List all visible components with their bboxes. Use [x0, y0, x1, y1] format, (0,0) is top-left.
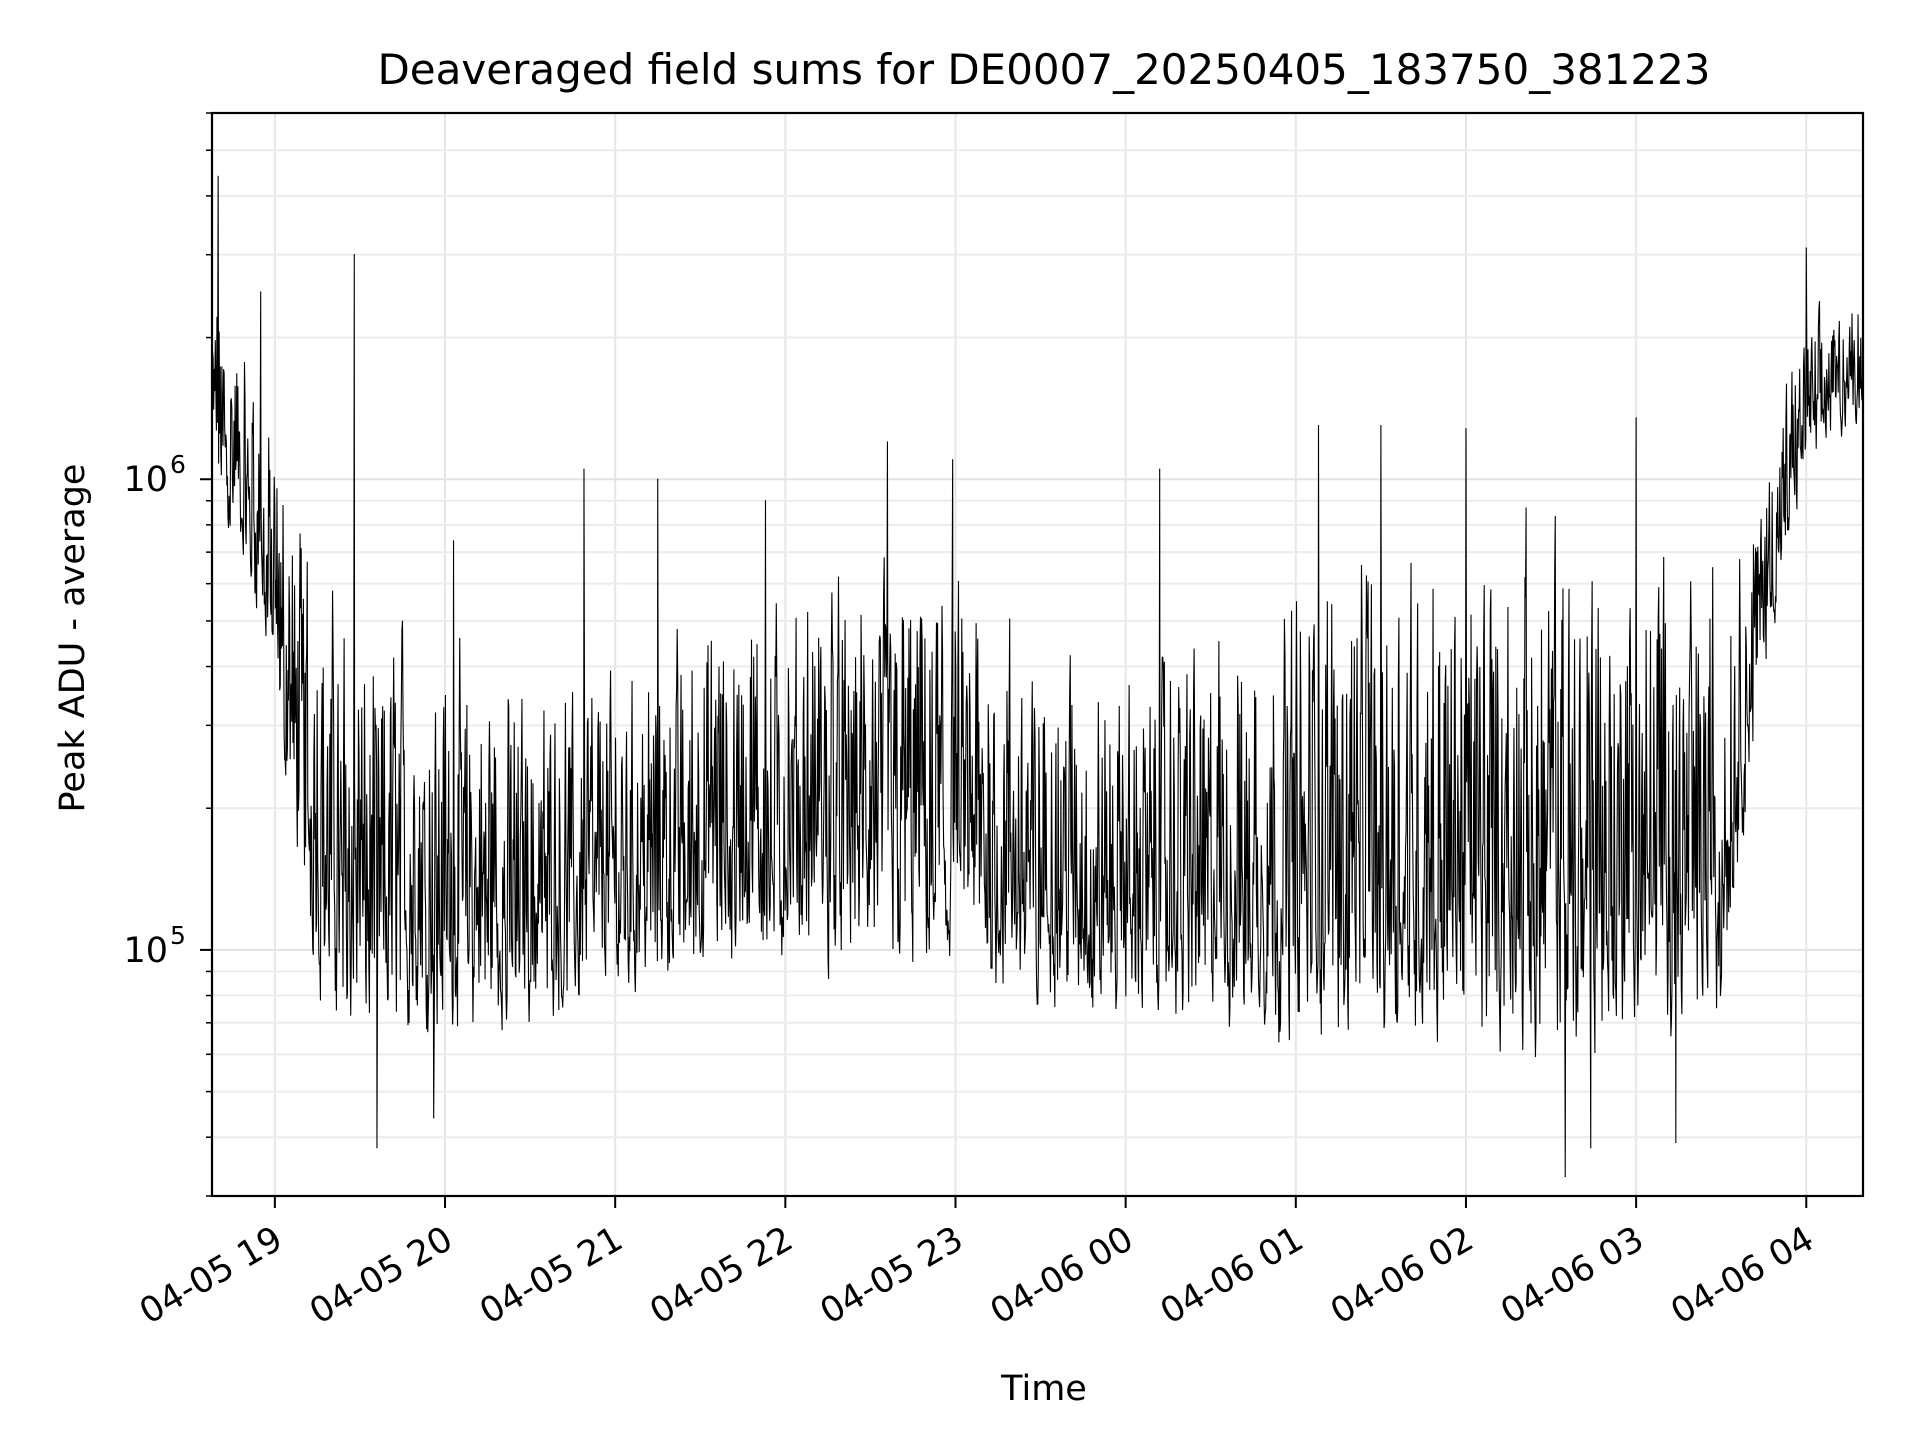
y-axis-label: Peak ADU - average	[53, 464, 93, 813]
y-tick-label: 10	[123, 931, 168, 971]
data-point	[1590, 1147, 1592, 1149]
x-tick-label: 04-05 19	[133, 1219, 289, 1332]
x-tick-label: 04-06 00	[984, 1219, 1140, 1332]
x-tick-label: 04-06 03	[1494, 1219, 1650, 1332]
x-tick-label: 04-06 01	[1154, 1219, 1310, 1332]
y-tick-label: 10	[123, 460, 168, 500]
data-point	[1465, 428, 1467, 430]
x-tick-label: 04-05 23	[814, 1219, 970, 1332]
x-axis: 04-05 19 04-05 20 04-05 21 04-05 22 04-05 23…	[133, 1196, 1821, 1332]
x-tick-label: 04-05 21	[473, 1219, 629, 1332]
data-series	[211, 175, 1864, 1178]
plot-frame	[210, 111, 1865, 1198]
data-point	[376, 1147, 378, 1149]
data-point	[583, 468, 585, 470]
series-line	[211, 176, 1864, 1177]
x-tick-label: 04-06 04	[1664, 1219, 1820, 1332]
data-point	[1564, 1175, 1566, 1178]
data-point	[353, 254, 355, 256]
data-point	[1159, 468, 1161, 470]
data-point	[764, 500, 767, 502]
data-point	[1675, 1141, 1677, 1143]
data-point	[886, 441, 889, 443]
data-point	[433, 1117, 435, 1119]
chart-title: Deaveraged field sums for DE0007_2025040…	[377, 45, 1710, 94]
data-point	[452, 540, 455, 542]
x-tick-label: 04-05 22	[644, 1219, 800, 1332]
data-point	[657, 478, 659, 480]
y-tick-exponent: 5	[170, 921, 186, 950]
x-tick-label: 04-06 02	[1324, 1219, 1480, 1332]
data-point	[952, 459, 954, 461]
grid-lines	[212, 112, 1863, 1197]
data-point	[1317, 425, 1320, 427]
x-tick-label: 04-05 20	[303, 1219, 459, 1332]
data-point	[217, 175, 219, 177]
data-point	[1635, 417, 1637, 419]
data-point	[1380, 425, 1382, 427]
y-tick-exponent: 6	[170, 450, 186, 479]
data-point	[260, 291, 262, 293]
data-point	[1805, 247, 1807, 249]
x-axis-label: Time	[1000, 1369, 1087, 1409]
